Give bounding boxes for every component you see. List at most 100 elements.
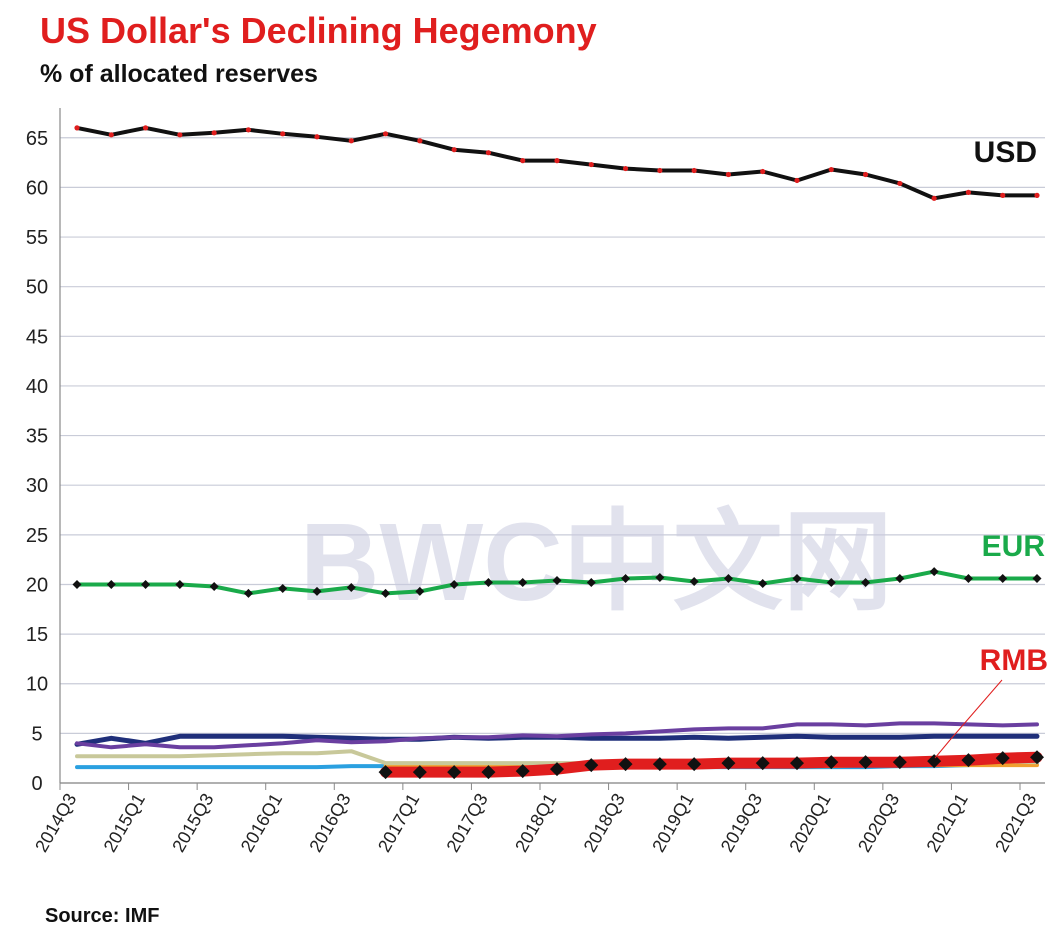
x-tick-label-2019Q1: 2019Q1 [648, 790, 697, 855]
point-rmb-2020Q3 [892, 755, 907, 770]
point-rmb-2017Q2 [447, 765, 462, 780]
point-eur-2015Q1 [141, 579, 151, 589]
point-usd-2017Q3 [485, 150, 492, 156]
point-eur-2015Q4 [243, 588, 253, 598]
point-usd-2020Q4 [931, 195, 937, 201]
x-tick-label-2016Q3: 2016Q3 [305, 790, 354, 855]
point-usd-2017Q2 [451, 147, 457, 153]
y-tick-label-15: 15 [26, 624, 48, 646]
point-eur-2020Q3 [895, 574, 905, 584]
point-usd-2015Q2 [177, 132, 183, 138]
point-rmb-2020Q2 [858, 755, 873, 770]
series-label-eur: EUR [982, 530, 1046, 563]
grid-lines [60, 137, 1045, 784]
point-usd-2021Q1 [965, 189, 972, 195]
series-labels: USD EUR RMB [934, 136, 1048, 759]
y-tick-label-5: 5 [31, 723, 42, 745]
point-usd-2014Q3 [74, 125, 80, 131]
chart-subtitle: % of allocated reserves [40, 60, 318, 88]
point-usd-2016Q2 [314, 134, 320, 140]
point-rmb-2021Q2 [995, 751, 1010, 766]
y-tick-label-55: 55 [26, 227, 48, 249]
point-eur-2019Q1 [689, 576, 699, 586]
point-rmb-2016Q4 [378, 765, 393, 780]
watermark-layer: BWC中文网 [300, 501, 893, 624]
point-eur-2021Q1 [963, 574, 973, 584]
y-tick-label-45: 45 [26, 326, 48, 348]
chart-title: US Dollar's Declining Hegemony [40, 10, 597, 51]
point-usd-2017Q4 [520, 158, 526, 164]
point-eur-2019Q3 [758, 578, 768, 588]
point-usd-2015Q4 [245, 127, 252, 133]
point-eur-2021Q3 [1032, 574, 1042, 584]
y-tick-label-10: 10 [26, 674, 48, 696]
point-eur-2020Q4 [929, 567, 939, 577]
point-rmb-2020Q4 [927, 754, 942, 769]
series-lines [72, 125, 1044, 780]
point-rmb-2018Q4 [652, 757, 667, 772]
point-eur-2020Q2 [861, 577, 871, 587]
x-tick-label-2020Q3: 2020Q3 [854, 790, 903, 855]
x-tick-label-2021Q3: 2021Q3 [991, 790, 1040, 855]
point-eur-2017Q1 [415, 586, 425, 596]
y-tick-label-50: 50 [26, 277, 48, 299]
point-rmb-2018Q2 [584, 758, 599, 773]
x-tick-label-2021Q1: 2021Q1 [923, 790, 972, 855]
point-usd-2017Q1 [417, 138, 423, 144]
point-rmb-2021Q1 [961, 753, 976, 768]
point-usd-2019Q2 [725, 171, 732, 178]
source-note: Source: IMF [45, 905, 160, 927]
point-usd-2020Q3 [897, 180, 903, 187]
point-usd-2020Q1 [828, 166, 834, 173]
x-tick-label-2016Q1: 2016Q1 [237, 790, 286, 855]
point-eur-2016Q4 [381, 588, 391, 598]
x-tick-label-2020Q1: 2020Q1 [785, 790, 834, 855]
point-eur-2018Q2 [586, 577, 596, 587]
point-eur-2015Q2 [175, 579, 185, 589]
x-tick-label-2015Q3: 2015Q3 [168, 790, 217, 855]
point-usd-2021Q3 [1034, 192, 1040, 198]
point-eur-2016Q3 [346, 582, 356, 592]
point-usd-2016Q3 [348, 138, 354, 144]
point-usd-2019Q3 [760, 168, 766, 175]
point-eur-2016Q1 [278, 583, 288, 593]
y-tick-label-25: 25 [26, 525, 48, 547]
point-eur-2018Q3 [621, 574, 631, 584]
rmb-leader-line-tail [934, 739, 951, 759]
x-tick-label-2018Q3: 2018Q3 [580, 790, 629, 855]
point-usd-2018Q3 [622, 165, 629, 172]
point-usd-2018Q2 [588, 161, 594, 168]
point-usd-2020Q2 [862, 171, 869, 178]
x-tick-label-2015Q1: 2015Q1 [100, 790, 149, 855]
point-usd-2015Q3 [211, 130, 217, 136]
point-rmb-2018Q3 [618, 757, 633, 772]
point-eur-2018Q4 [655, 573, 665, 583]
point-rmb-2021Q3 [1030, 750, 1044, 765]
y-tick-label-35: 35 [26, 426, 48, 448]
point-eur-2016Q2 [312, 586, 322, 596]
y-tick-label-60: 60 [26, 177, 48, 199]
point-eur-2019Q2 [723, 574, 733, 584]
point-usd-2018Q4 [657, 167, 663, 174]
point-eur-2018Q1 [552, 576, 562, 585]
point-rmb-2018Q1 [550, 762, 564, 777]
x-tick-label-2014Q3: 2014Q3 [31, 790, 80, 855]
point-eur-2014Q3 [72, 579, 82, 589]
point-rmb-2017Q3 [481, 765, 496, 780]
axes: 0 5 10 15 20 25 30 35 40 45 50 55 60 65 2014Q3 2015Q1 20… [26, 108, 1045, 855]
series-line-jpy [75, 721, 1039, 750]
rmb-leader-line [949, 679, 1003, 741]
y-tick-label-65: 65 [26, 128, 48, 150]
point-eur-2021Q2 [998, 574, 1008, 584]
point-eur-2017Q3 [483, 577, 493, 587]
point-usd-2015Q1 [142, 125, 149, 131]
watermark-text: BWC中文网 [300, 501, 893, 624]
point-usd-2018Q1 [554, 158, 560, 164]
point-rmb-2017Q4 [515, 764, 530, 779]
point-rmb-2019Q3 [755, 756, 770, 771]
point-eur-2019Q4 [792, 574, 802, 584]
series-label-rmb: RMB [980, 644, 1048, 677]
point-usd-2019Q4 [794, 177, 800, 184]
point-eur-2014Q4 [106, 579, 116, 589]
